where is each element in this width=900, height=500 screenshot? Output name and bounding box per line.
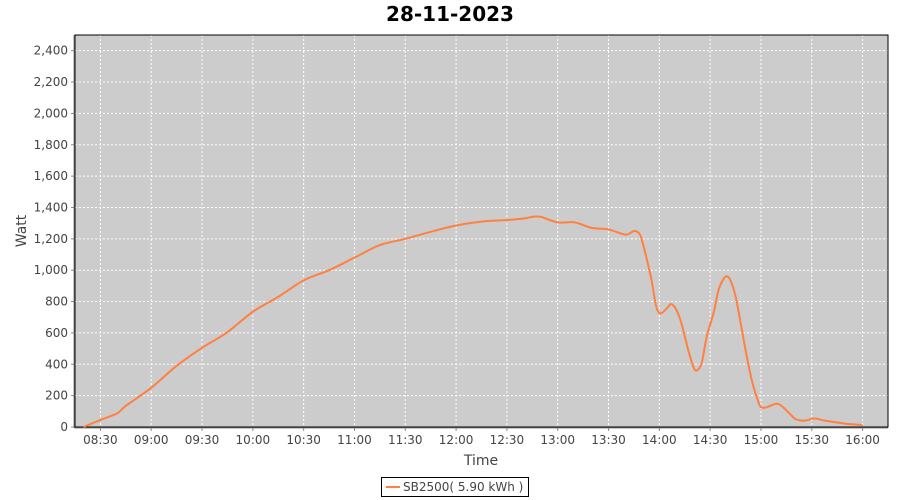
x-tick-label: 14:00 xyxy=(642,433,677,447)
plot-border xyxy=(74,34,889,428)
x-tick-label: 15:00 xyxy=(744,433,779,447)
x-tick-label: 10:00 xyxy=(236,433,271,447)
x-tick-label: 16:00 xyxy=(845,433,880,447)
chart-title: 28-11-2023 xyxy=(386,2,514,26)
x-tick-label: 13:30 xyxy=(591,433,626,447)
x-tick-label: 14:30 xyxy=(693,433,728,447)
x-tick-label: 09:00 xyxy=(134,433,169,447)
y-tick-label: 600 xyxy=(45,326,68,340)
y-tick-label: 1,400 xyxy=(34,200,68,214)
x-tick-label: 13:00 xyxy=(540,433,575,447)
y-axis-label: Watt xyxy=(14,214,30,247)
y-tick-label: 2,400 xyxy=(34,44,68,58)
x-tick-label: 11:00 xyxy=(337,433,372,447)
series-lines xyxy=(83,215,863,428)
legend-label: SB2500( 5.90 kWh ) xyxy=(403,480,524,494)
grid xyxy=(74,34,889,428)
y-axis: 0 200 400 600 800 1,000 1,200 1,400 1,600 1,800 2,… xyxy=(34,35,75,434)
x-tick-label: 08:30 xyxy=(83,433,118,447)
y-tick-label: 800 xyxy=(45,295,68,309)
x-axis: 08:30 09:00 09:30 10:00 10:30 11:00 11:30 12:00… xyxy=(74,427,888,447)
y-tick-label: 200 xyxy=(45,389,68,403)
y-tick-label: 1,000 xyxy=(34,263,68,277)
y-tick-label: 1,800 xyxy=(34,138,68,152)
x-tick-label: 12:30 xyxy=(490,433,525,447)
legend-swatch xyxy=(386,486,400,488)
x-tick-label: 12:00 xyxy=(439,433,474,447)
plot-area xyxy=(75,35,888,427)
y-tick-label: 1,200 xyxy=(34,232,68,246)
x-tick-label: 10:30 xyxy=(286,433,321,447)
series-line xyxy=(83,215,863,428)
y-tick-label: 1,600 xyxy=(34,169,68,183)
y-tick-label: 2,000 xyxy=(34,106,68,120)
x-tick-label: 15:30 xyxy=(794,433,829,447)
x-tick-label: 09:30 xyxy=(185,433,220,447)
legend: SB2500( 5.90 kWh ) xyxy=(381,477,530,497)
x-tick-label: 11:30 xyxy=(388,433,423,447)
y-tick-label: 2,200 xyxy=(34,75,68,89)
y-tick-label: 400 xyxy=(45,357,68,371)
x-axis-label: Time xyxy=(463,453,498,469)
y-tick-label: 0 xyxy=(60,420,68,434)
